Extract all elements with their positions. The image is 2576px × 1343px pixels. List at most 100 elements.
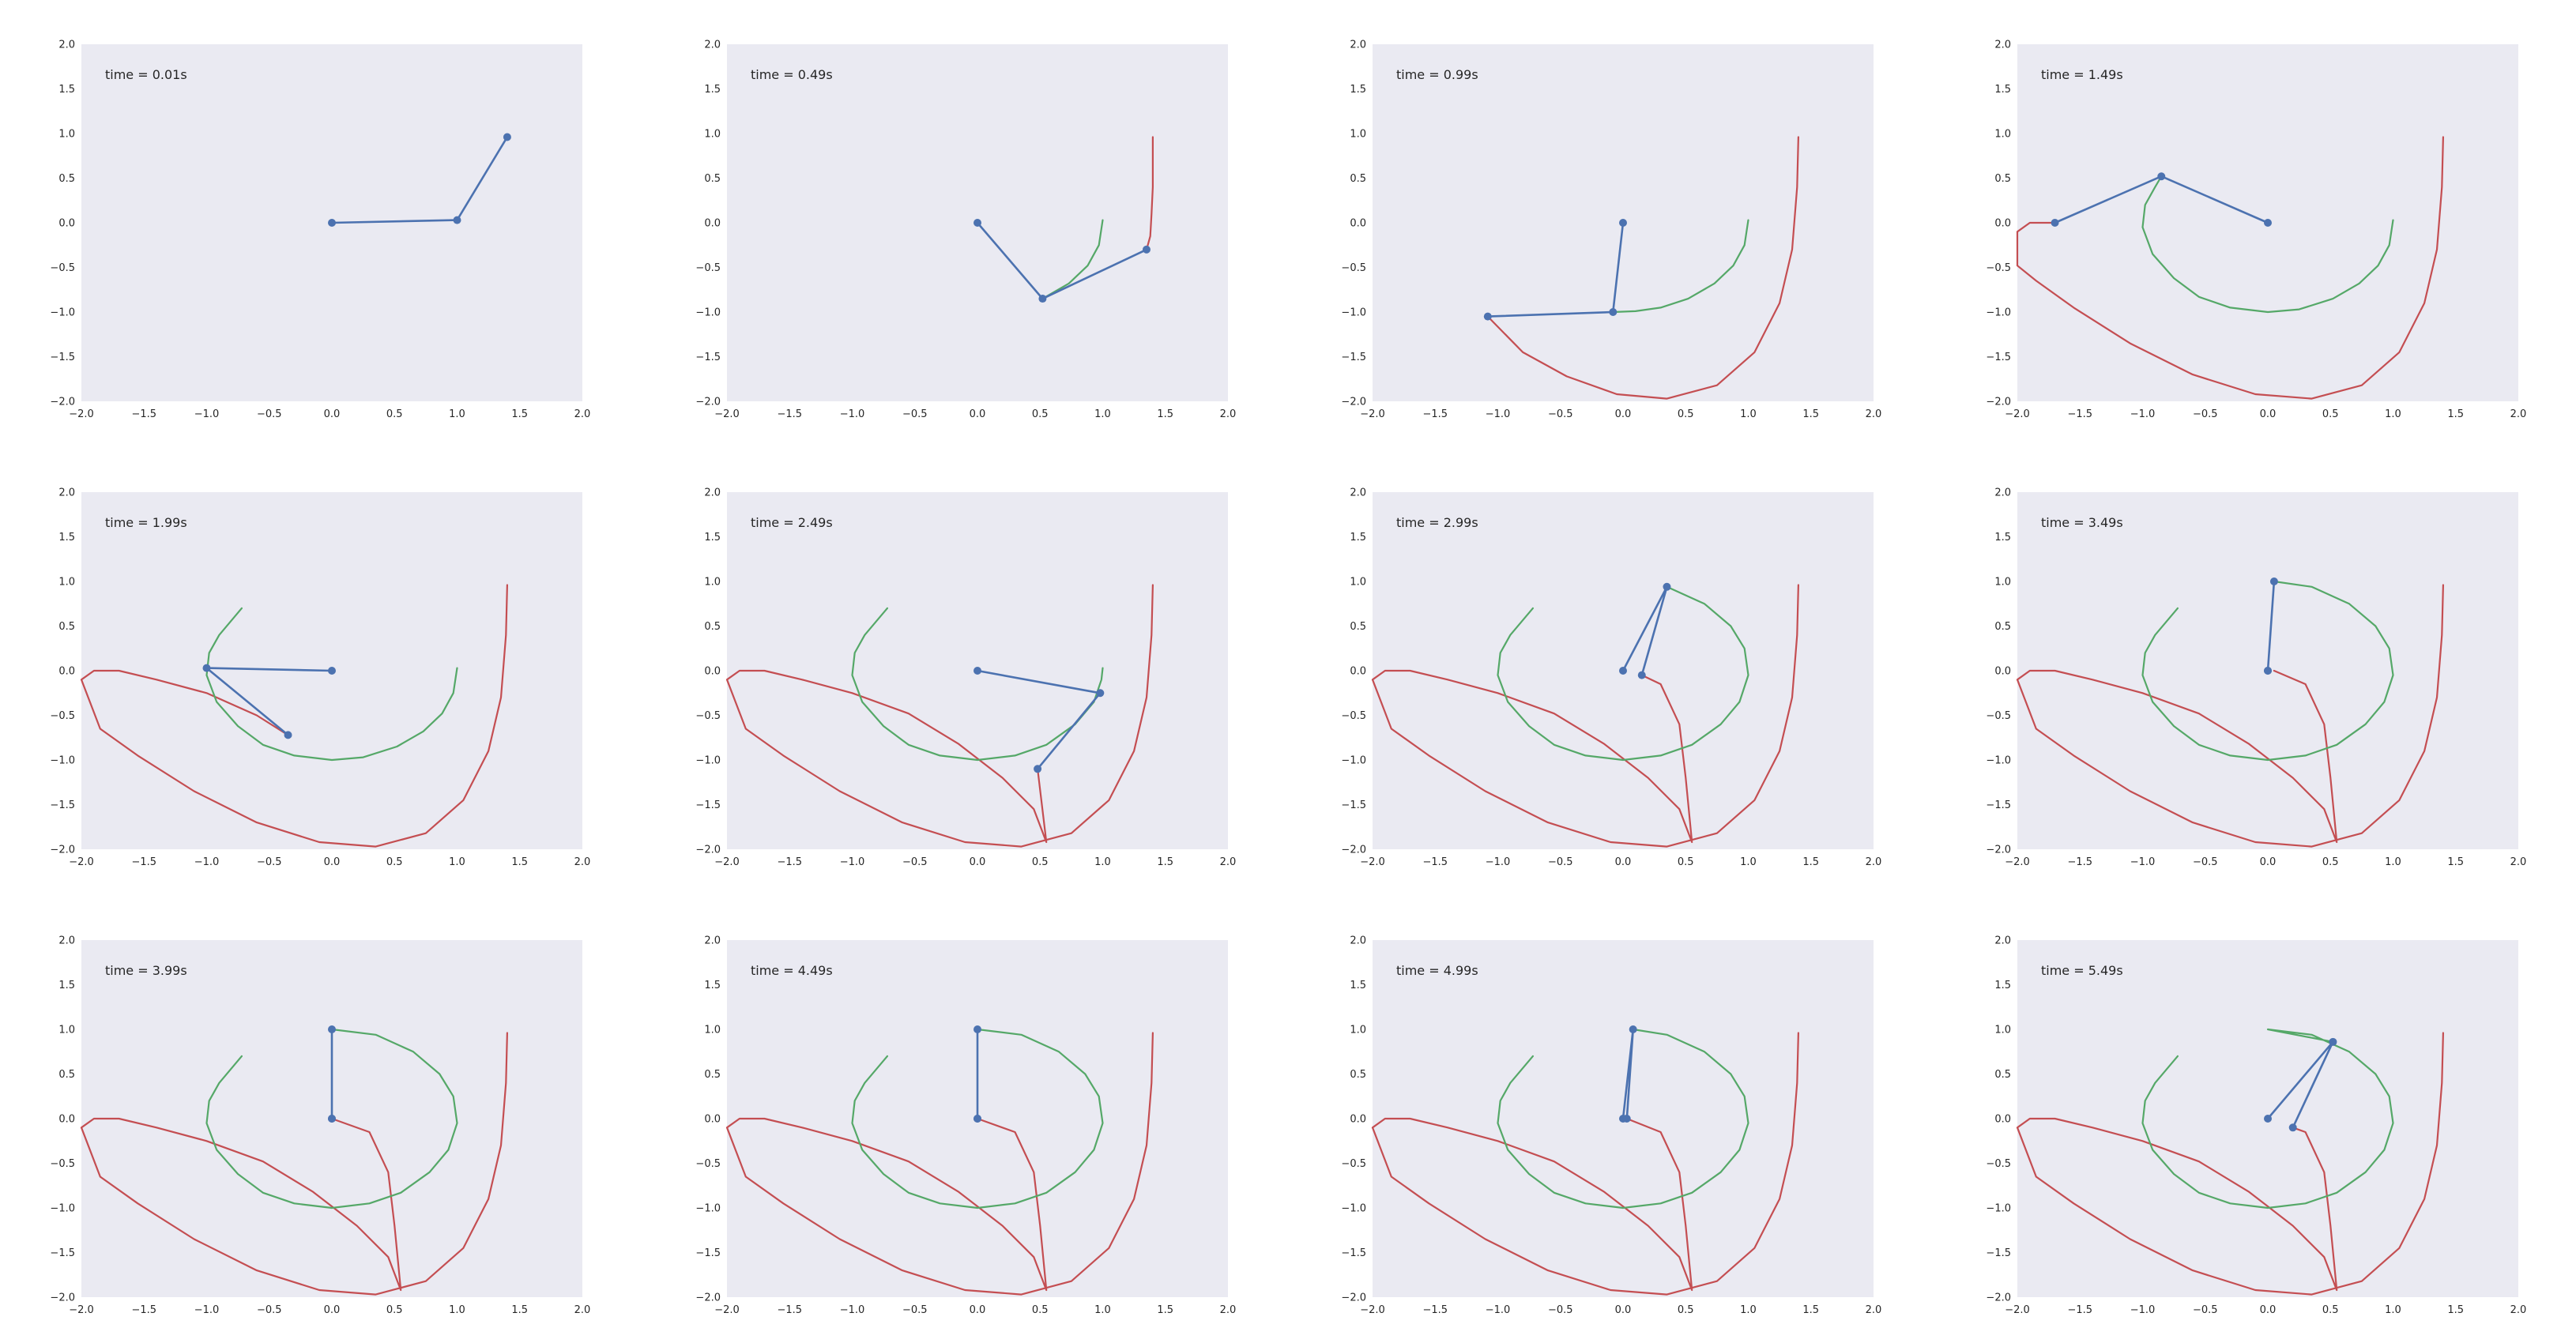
elbow-trace-line	[2141, 1028, 2394, 1209]
y-tick-label: 1.0	[1350, 1025, 1366, 1036]
subplot-2: −2.0 −1.5 −1.0 −0.5 0.0 0.5 1.0 1.5 2.0 −2.0 −1.5 −…	[695, 40, 1236, 421]
x-tick-label: −0.5	[902, 1304, 928, 1316]
x-tick-label: 1.5	[1157, 408, 1173, 420]
y-tick-label: 0.5	[1350, 173, 1366, 185]
y-tick-label: −2.0	[50, 845, 75, 856]
tip-trace-line	[2016, 584, 2444, 848]
x-tick-label: 0.5	[2322, 1304, 2339, 1316]
subplot-12: −2.0 −1.5 −1.0 −0.5 0.0 0.5 1.0 1.5 2.0 −2.0 −1.5 −…	[1986, 935, 2526, 1317]
x-tick-label: −2.0	[69, 1304, 94, 1316]
x-tick-label: 1.5	[2447, 408, 2464, 420]
y-tick-label: 2.0	[1994, 935, 2011, 947]
x-tick-label: 0.0	[1615, 856, 1632, 868]
tip-trace-line	[2016, 136, 2444, 400]
joint-marker	[503, 133, 511, 141]
x-tick-label: 1.0	[449, 408, 465, 420]
y-tick-label: 0.0	[704, 1114, 721, 1126]
joint-marker	[2288, 1123, 2297, 1132]
y-tick-label: 0.0	[1350, 666, 1366, 678]
y-tick-label: −0.5	[1341, 710, 1366, 722]
x-tick-label: −1.5	[131, 856, 156, 868]
y-tick-label: 0.5	[58, 1069, 75, 1081]
x-tick-label: −1.5	[2067, 1304, 2092, 1316]
x-tick-label: 0.0	[1615, 408, 1632, 420]
joint-marker	[284, 731, 292, 739]
y-tick-label: 0.0	[1994, 218, 2011, 230]
x-tick-label: −2.0	[714, 408, 740, 420]
tip-trace-line	[1371, 584, 1799, 848]
y-tick-label: 2.0	[704, 40, 721, 51]
y-tick-label: −2.0	[1341, 397, 1366, 408]
x-tick-label: 1.0	[1094, 1304, 1111, 1316]
x-tick-label: 1.0	[1740, 1304, 1757, 1316]
x-tick-label: −1.5	[777, 1304, 802, 1316]
x-tick-label: −1.5	[777, 408, 802, 420]
y-tick-label: 1.5	[704, 532, 721, 544]
y-tick-label: 0.0	[1994, 1114, 2011, 1126]
y-tick-label: 1.0	[1994, 577, 2011, 589]
y-tick-label: −2.0	[695, 397, 721, 408]
y-tick-label: 1.0	[58, 577, 75, 589]
elbow-trace-line	[205, 607, 458, 762]
joint-marker	[974, 1025, 981, 1033]
x-tick-label: −0.5	[257, 1304, 282, 1316]
time-annotation: time = 3.49s	[2041, 515, 2123, 530]
x-tick-label: −0.5	[1548, 1304, 1573, 1316]
y-tick-label: −1.0	[1341, 1203, 1366, 1215]
x-tick-label: −1.5	[1422, 408, 1448, 420]
y-tick-label: −1.0	[1986, 1203, 2011, 1215]
y-tick-label: 0.5	[58, 173, 75, 185]
joint-marker	[328, 1115, 336, 1123]
x-tick-label: 0.0	[970, 1304, 986, 1316]
x-tick-label: 0.5	[2322, 856, 2339, 868]
y-tick-label: 0.0	[704, 218, 721, 230]
x-tick-label: −1.0	[1486, 856, 1511, 868]
x-tick-label: 0.5	[386, 1304, 403, 1316]
y-tick-label: 1.0	[704, 129, 721, 141]
y-tick-label: −2.0	[50, 1292, 75, 1304]
x-tick-label: 0.0	[2260, 856, 2277, 868]
x-tick-label: 2.0	[1866, 408, 1882, 420]
y-tick-label: 1.5	[1994, 84, 2011, 96]
elbow-trace-line	[1497, 1028, 1749, 1209]
x-tick-label: 2.0	[1866, 856, 1882, 868]
y-tick-label: 0.5	[1350, 621, 1366, 633]
x-tick-label: 1.5	[1157, 856, 1173, 868]
y-tick-label: 0.5	[704, 173, 721, 185]
y-tick-label: 2.0	[58, 487, 75, 499]
y-tick-label: 2.0	[58, 40, 75, 51]
time-annotation: time = 0.01s	[105, 67, 187, 82]
joint-marker	[202, 664, 211, 672]
elbow-trace-line	[1497, 585, 1749, 762]
y-tick-label: −1.5	[50, 352, 75, 363]
x-tick-label: −1.5	[131, 1304, 156, 1316]
joint-marker	[1034, 765, 1042, 773]
time-annotation: time = 3.99s	[105, 963, 187, 978]
x-tick-label: 1.0	[2385, 856, 2401, 868]
x-tick-label: −1.0	[2130, 1304, 2156, 1316]
x-tick-label: 0.5	[1678, 856, 1694, 868]
y-tick-label: 1.0	[1350, 129, 1366, 141]
x-tick-label: −0.5	[1548, 856, 1573, 868]
x-tick-label: 2.0	[2510, 1304, 2527, 1316]
y-tick-label: 1.5	[1350, 84, 1366, 96]
joint-marker	[974, 219, 981, 227]
joint-marker	[1483, 312, 1492, 321]
x-tick-label: 0.0	[324, 856, 341, 868]
joint-marker	[2051, 219, 2059, 227]
x-tick-label: −0.5	[1548, 408, 1573, 420]
y-tick-label: −0.5	[1986, 262, 2011, 274]
y-tick-label: −2.0	[1986, 397, 2011, 408]
x-tick-label: 2.0	[1866, 1304, 1882, 1316]
joint-marker	[2264, 219, 2272, 227]
x-tick-label: 0.0	[324, 408, 341, 420]
joint-marker	[1142, 245, 1151, 254]
x-tick-label: 0.5	[1678, 1304, 1694, 1316]
y-tick-label: 2.0	[58, 935, 75, 947]
y-tick-label: −1.0	[1341, 307, 1366, 319]
time-annotation: time = 2.49s	[751, 515, 833, 530]
x-tick-label: 2.0	[2510, 408, 2527, 420]
y-tick-label: −0.5	[50, 710, 75, 722]
y-tick-label: −1.0	[695, 755, 721, 767]
